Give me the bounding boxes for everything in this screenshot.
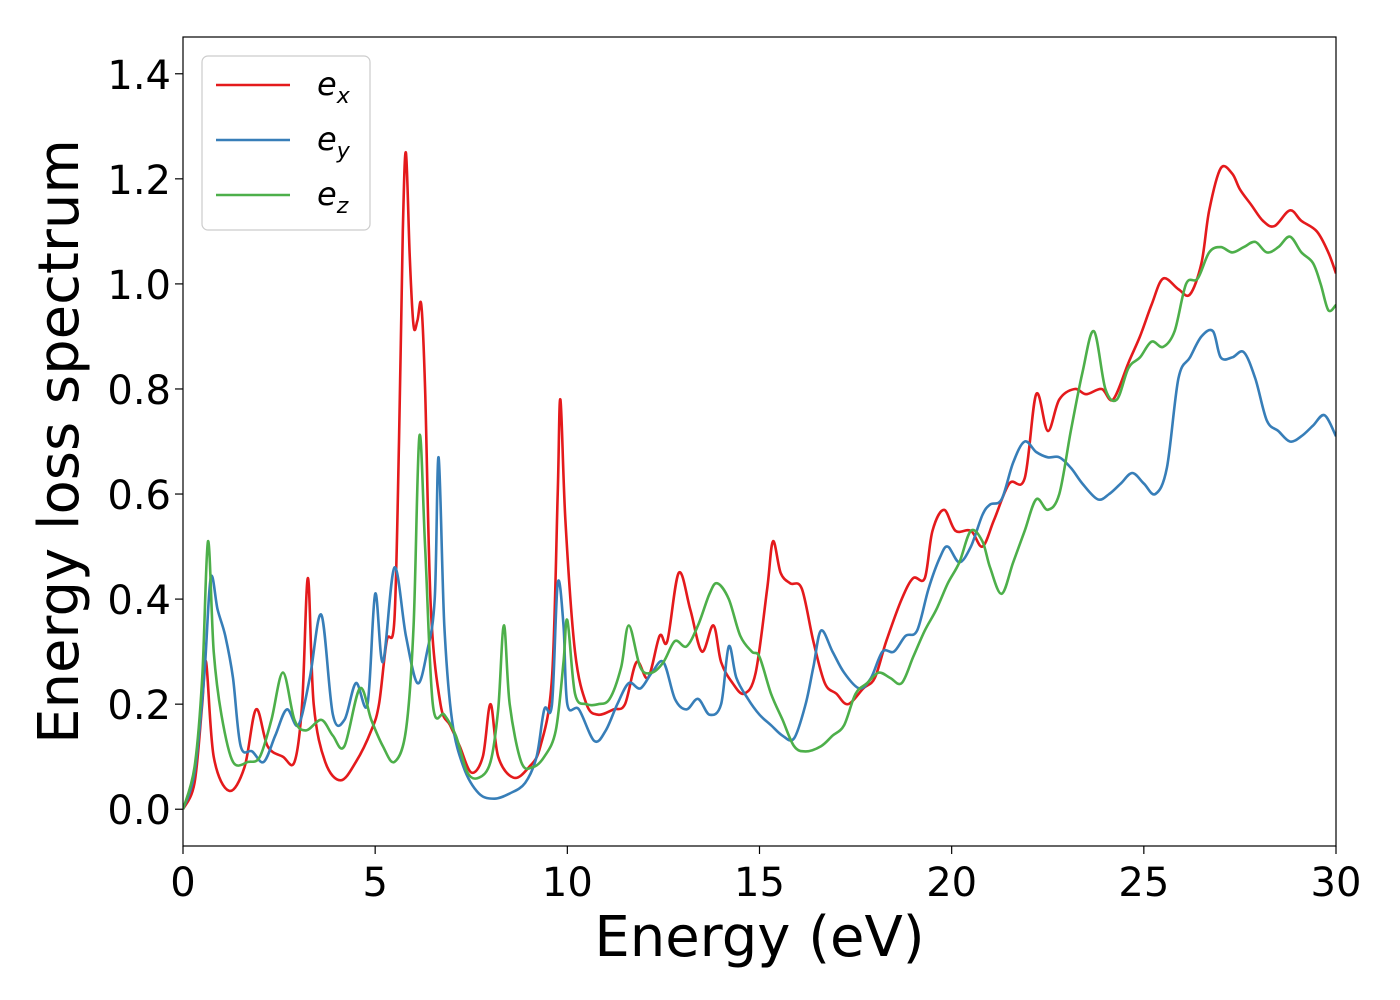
y-tick-label: 0.8 bbox=[107, 368, 171, 414]
y-tick-label: 0.2 bbox=[107, 683, 171, 729]
legend: ex ey ez bbox=[201, 55, 371, 231]
y-tick-label: 0.6 bbox=[107, 473, 171, 519]
x-tick-label: 30 bbox=[1311, 860, 1362, 906]
legend-label: ez bbox=[317, 175, 349, 219]
legend-label: ex bbox=[317, 65, 351, 109]
series-line-e_y bbox=[183, 328, 1336, 810]
x-axis-title: Energy (eV) bbox=[594, 905, 924, 970]
x-axis: 0 5 10 15 20 25 30 bbox=[170, 846, 1361, 906]
x-tick-label: 15 bbox=[734, 860, 785, 906]
y-tick-label: 0.0 bbox=[107, 788, 171, 834]
legend-label: ey bbox=[317, 120, 351, 164]
y-tick-label: 1.2 bbox=[107, 158, 171, 204]
y-tick-label: 1.4 bbox=[107, 53, 171, 99]
y-axis: 0.0 0.2 0.4 0.6 0.8 1.0 1.2 1.4 bbox=[107, 53, 183, 834]
x-tick-label: 10 bbox=[542, 860, 593, 906]
x-tick-label: 20 bbox=[926, 860, 977, 906]
legend-box bbox=[201, 55, 371, 231]
y-tick-label: 1.0 bbox=[107, 263, 171, 309]
y-axis-title: Energy loss spectrum bbox=[27, 139, 92, 744]
x-tick-label: 0 bbox=[170, 860, 195, 906]
y-tick-label: 0.4 bbox=[107, 578, 171, 624]
series-layer bbox=[183, 151, 1336, 810]
series-line-e_z bbox=[183, 235, 1336, 810]
x-tick-label: 25 bbox=[1118, 860, 1169, 906]
x-tick-label: 5 bbox=[362, 860, 387, 906]
